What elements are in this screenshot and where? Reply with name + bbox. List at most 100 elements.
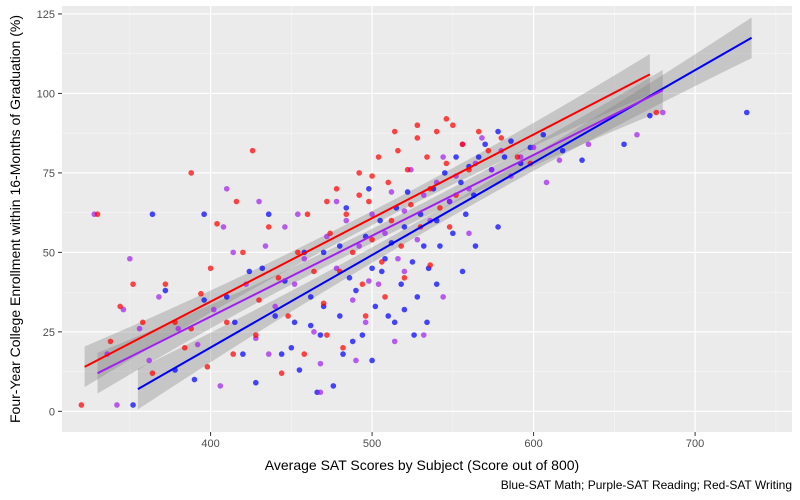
data-point xyxy=(420,192,427,198)
data-point xyxy=(256,198,262,205)
data-point xyxy=(391,319,398,326)
data-point xyxy=(291,319,298,326)
data-point xyxy=(343,205,350,211)
data-point xyxy=(369,236,375,243)
data-point xyxy=(291,281,298,287)
data-point xyxy=(398,281,404,287)
data-point xyxy=(495,224,501,230)
data-point xyxy=(356,170,362,176)
data-point xyxy=(443,160,450,167)
data-point xyxy=(375,281,382,287)
data-point xyxy=(378,268,385,275)
data-point xyxy=(288,344,295,351)
data-point xyxy=(207,265,214,272)
data-point xyxy=(188,170,195,176)
data-point xyxy=(340,351,346,357)
data-point xyxy=(198,290,204,297)
data-point xyxy=(282,224,288,230)
data-point xyxy=(462,211,469,218)
data-point xyxy=(443,116,450,122)
data-point xyxy=(294,211,301,218)
data-point xyxy=(556,157,563,163)
data-point xyxy=(127,255,133,262)
data-point xyxy=(446,198,453,205)
y-tick-label: 50 xyxy=(43,247,55,259)
data-point xyxy=(579,157,585,163)
data-point xyxy=(275,275,282,281)
data-point xyxy=(211,306,217,313)
data-point xyxy=(408,201,414,208)
data-point xyxy=(240,351,246,357)
data-point xyxy=(382,230,388,237)
data-point xyxy=(278,351,285,357)
data-point xyxy=(320,249,327,256)
data-point xyxy=(446,224,453,230)
data-point xyxy=(475,154,482,160)
data-point xyxy=(388,189,395,195)
fit-line xyxy=(97,89,664,375)
data-point xyxy=(366,198,372,205)
data-point xyxy=(453,154,459,160)
data-point xyxy=(94,211,101,218)
x-tick-label: 500 xyxy=(363,438,381,450)
data-point xyxy=(317,360,324,367)
data-point xyxy=(114,402,120,408)
data-point xyxy=(117,303,123,310)
data-point xyxy=(458,179,464,186)
data-point xyxy=(139,319,146,326)
data-point xyxy=(530,144,537,151)
data-point xyxy=(440,294,446,300)
data-point xyxy=(475,128,482,135)
data-point xyxy=(508,138,514,144)
data-point xyxy=(349,338,356,345)
data-point xyxy=(246,268,253,275)
data-point xyxy=(362,319,369,326)
data-point xyxy=(223,319,230,326)
data-point xyxy=(204,364,211,370)
data-point xyxy=(377,217,383,224)
data-point xyxy=(395,147,401,154)
data-point xyxy=(411,332,417,338)
data-point xyxy=(136,325,143,332)
data-point xyxy=(336,243,343,249)
data-point xyxy=(265,211,272,218)
data-point xyxy=(366,185,372,192)
data-point xyxy=(233,198,240,205)
data-point xyxy=(424,154,430,160)
data-point xyxy=(404,189,411,195)
data-point xyxy=(265,224,272,230)
data-point xyxy=(369,173,375,179)
data-point xyxy=(349,249,356,256)
data-point xyxy=(149,211,156,218)
data-point xyxy=(378,259,385,265)
fit-line xyxy=(84,73,651,368)
data-point xyxy=(320,300,327,307)
data-point xyxy=(420,332,427,338)
data-point xyxy=(333,198,340,205)
data-point xyxy=(369,265,375,272)
data-point xyxy=(307,294,314,300)
data-point xyxy=(395,255,401,262)
data-point xyxy=(362,313,369,319)
data-point xyxy=(459,268,466,275)
data-point xyxy=(409,259,416,265)
data-point xyxy=(441,170,448,176)
data-point xyxy=(162,281,169,287)
data-point xyxy=(311,268,317,275)
data-point xyxy=(540,131,547,138)
grid-lines xyxy=(62,6,792,432)
data-point xyxy=(559,147,566,154)
data-point xyxy=(485,147,492,154)
data-point xyxy=(130,402,136,408)
data-point xyxy=(398,243,404,249)
data-point xyxy=(433,128,440,135)
data-point xyxy=(130,281,136,287)
data-point xyxy=(201,297,207,303)
data-point xyxy=(175,325,182,332)
data-point xyxy=(230,249,236,256)
data-point xyxy=(311,329,317,335)
data-point xyxy=(146,357,153,364)
data-point xyxy=(296,367,303,373)
data-point xyxy=(621,141,627,148)
data-point xyxy=(181,344,188,351)
